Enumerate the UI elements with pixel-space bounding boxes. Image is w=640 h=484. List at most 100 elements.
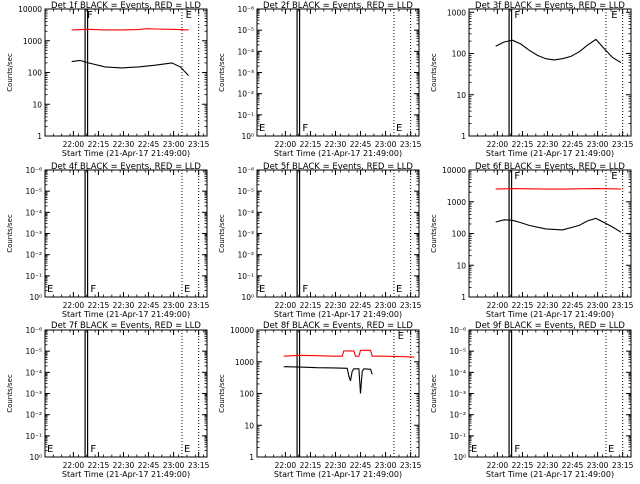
y-axis-label: Counts/sec: [218, 53, 226, 92]
plot-frame: [256, 8, 420, 137]
chart-title: Det 2f BLACK = Events, RED = LLD: [263, 1, 413, 11]
xtick-label: 22:15: [88, 301, 110, 310]
xtick-label: 23:15: [400, 140, 422, 149]
series-line-1: [495, 188, 622, 190]
ytick-label: 100: [452, 50, 467, 59]
ytick-label: 10⁻¹: [237, 272, 254, 281]
xtick-label: 22:45: [562, 140, 584, 149]
ytick-label: 10⁻⁶: [25, 166, 42, 175]
xtick-label: 22:15: [300, 140, 322, 149]
y-axis-label: Counts/sec: [430, 53, 438, 92]
chart-panel-7: Det 7f BLACK = Events, RED = LLD 10⁰ 10⁻¹ 1…: [6, 321, 210, 479]
xtick-label: 23:15: [612, 140, 634, 149]
ytick-label: 10: [456, 91, 466, 100]
marker-letter: F: [302, 123, 308, 134]
xtick-label: 22:30: [113, 140, 135, 149]
xtick-label: 22:00: [63, 301, 85, 310]
y-axis-label: Counts/sec: [430, 214, 438, 253]
xtick-label: 23:00: [375, 140, 397, 149]
x-axis-label: Start Time (21-Apr-17 21:49:00): [486, 310, 614, 319]
xtick-label: 23:15: [612, 461, 634, 470]
ytick-label: 10⁻¹: [25, 432, 42, 441]
chart-panel-9: Det 9f BLACK = Events, RED = LLD 10⁰ 10⁻¹ 1…: [430, 321, 634, 479]
chart-panel-8: Det 8f BLACK = Events, RED = LLD 1 10 100 10…: [218, 321, 422, 479]
ytick-label: 100: [240, 390, 255, 399]
series-line-1: [495, 38, 622, 64]
ytick-label: 10⁻⁶: [449, 326, 466, 335]
x-axis-label: Start Time (21-Apr-17 21:49:00): [274, 470, 402, 479]
ytick-label: 10⁰: [29, 453, 42, 462]
plot-frame: [468, 329, 632, 458]
ytick-label: 10⁰: [29, 293, 42, 302]
ytick-label: 1: [461, 293, 466, 302]
ytick-label: 10⁻⁵: [237, 187, 254, 196]
xtick-label: 22:15: [88, 140, 110, 149]
x-axis-label: Start Time (21-Apr-17 21:49:00): [274, 310, 402, 319]
series-line-1: [283, 349, 415, 358]
ytick-label: 10⁰: [241, 132, 254, 141]
chart-panel-6: Det 6f BLACK = Events, RED = LLD 1 10 100 10…: [430, 162, 634, 319]
xtick-label: 23:00: [163, 140, 185, 149]
ytick-label: 10⁻⁶: [237, 166, 254, 175]
xtick-label: 22:15: [512, 301, 534, 310]
xtick-label: 23:15: [188, 301, 210, 310]
ytick-label: 10⁰: [241, 293, 254, 302]
marker-letter: E: [398, 331, 404, 342]
xtick-label: 22:15: [300, 461, 322, 470]
ytick-label: 10⁻¹: [449, 432, 466, 441]
plot-frame: [44, 8, 208, 137]
y-axis-label: Counts/sec: [430, 374, 438, 413]
xtick-label: 22:45: [138, 461, 160, 470]
marker-letter: E: [608, 444, 614, 455]
ytick-label: 10000: [18, 5, 42, 14]
chart-title: Det 3f BLACK = Events, RED = LLD: [475, 1, 625, 11]
chart-panel-3: Det 3f BLACK = Events, RED = LLD 1 10 100 10…: [430, 1, 634, 158]
ytick-label: 10⁻⁴: [237, 208, 254, 217]
x-axis-label: Start Time (21-Apr-17 21:49:00): [62, 310, 190, 319]
series-line-2: [71, 59, 189, 76]
xtick-label: 23:15: [400, 461, 422, 470]
x-axis-label: Start Time (21-Apr-17 21:49:00): [62, 470, 190, 479]
chart-title: Det 9f BLACK = Events, RED = LLD: [475, 321, 625, 331]
xtick-label: 22:30: [537, 140, 559, 149]
ytick-label: 10⁻¹: [237, 111, 254, 120]
series-line-2: [495, 217, 622, 233]
chart-title: Det 4f BLACK = Events, RED = LLD: [51, 162, 201, 172]
ytick-label: 1000: [23, 37, 42, 46]
chart-panel-4: Det 4f BLACK = Events, RED = LLD 10⁰ 10⁻¹ 1…: [6, 162, 210, 319]
xtick-label: 22:15: [512, 461, 534, 470]
marker-letter: E: [396, 123, 402, 134]
chart-title: Det 5f BLACK = Events, RED = LLD: [263, 162, 413, 172]
marker-letter: E: [47, 284, 53, 295]
xtick-label: 23:00: [163, 301, 185, 310]
ytick-label: 10: [32, 100, 42, 109]
xtick-label: 23:15: [400, 301, 422, 310]
xtick-label: 22:45: [350, 301, 372, 310]
ytick-label: 1000: [447, 198, 466, 207]
ytick-label: 10000: [442, 166, 466, 175]
ytick-label: 10⁻⁵: [25, 187, 42, 196]
ytick-label: 10⁻³: [237, 230, 254, 239]
xtick-label: 22:45: [138, 301, 160, 310]
series-line-1: [71, 28, 189, 31]
xtick-label: 22:00: [63, 461, 85, 470]
xtick-label: 23:00: [587, 301, 609, 310]
xtick-label: 22:00: [275, 140, 297, 149]
ytick-label: 100: [28, 69, 43, 78]
x-axis-label: Start Time (21-Apr-17 21:49:00): [486, 149, 614, 158]
ytick-label: 10⁻⁵: [237, 26, 254, 35]
marker-letter: E: [611, 10, 617, 21]
ytick-label: 10⁻²: [237, 251, 254, 260]
ytick-label: 10⁻²: [25, 251, 42, 260]
ytick-label: 1000: [235, 358, 254, 367]
ytick-label: 10⁻⁵: [25, 347, 42, 356]
marker-letter: E: [186, 10, 192, 21]
xtick-label: 23:15: [188, 461, 210, 470]
marker-letter: E: [471, 444, 477, 455]
ytick-label: 10⁻⁴: [449, 368, 466, 377]
y-axis-label: Counts/sec: [6, 53, 14, 92]
xtick-label: 22:45: [562, 461, 584, 470]
ytick-label: 10⁻³: [237, 69, 254, 78]
ytick-label: 10000: [230, 326, 254, 335]
plot-frame: [468, 8, 632, 137]
